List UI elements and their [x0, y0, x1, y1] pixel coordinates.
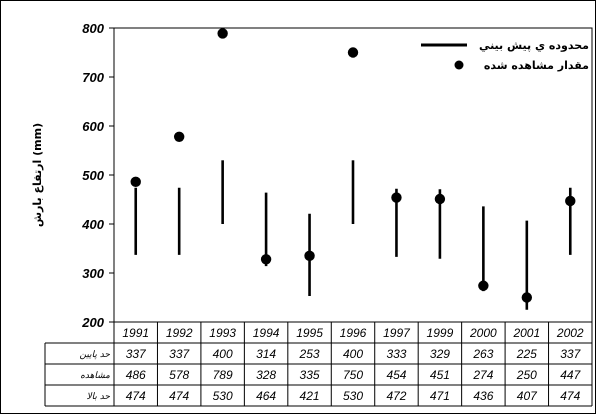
- table-cell: 474: [126, 389, 146, 403]
- table-cell: 253: [299, 347, 320, 361]
- y-tick-label: 500: [82, 168, 104, 183]
- x-tick-label: 1994: [253, 326, 280, 340]
- table-cell: 337: [126, 347, 147, 361]
- observed-point: [521, 292, 533, 303]
- x-tick-label: 2002: [556, 326, 584, 340]
- x-tick-label: 1999: [427, 326, 454, 340]
- table-cell: 337: [169, 347, 190, 361]
- observed-point: [260, 254, 272, 265]
- table-cell: 486: [126, 368, 146, 382]
- table-cell: 328: [256, 368, 276, 382]
- legend-range-label: محدوده ي پيش بيني: [479, 39, 589, 52]
- table-cell: 314: [256, 347, 276, 361]
- table-cell: 451: [430, 368, 450, 382]
- legend-box: [419, 37, 590, 75]
- legend-point-label: مقدار مشاهده شده: [484, 59, 589, 72]
- observed-point: [478, 280, 489, 291]
- observed-point: [391, 192, 402, 203]
- table-cell: 250: [516, 368, 537, 382]
- x-tick-label: 2001: [512, 326, 540, 340]
- observed-point: [130, 176, 141, 188]
- x-tick-label: 1992: [166, 326, 193, 340]
- table-cell: 471: [430, 389, 450, 403]
- table-cell: 530: [213, 389, 233, 403]
- table-cell: 333: [386, 347, 406, 361]
- table-cell: 421: [300, 389, 320, 403]
- table-cell: 472: [386, 389, 406, 403]
- table-row-label: حد بالا: [86, 392, 110, 402]
- x-tick-label: 1991: [122, 326, 149, 340]
- table-cell: 225: [516, 347, 537, 361]
- table-cell: 337: [560, 347, 581, 361]
- table-cell: 436: [473, 389, 493, 403]
- observed-point: [434, 193, 446, 205]
- observed-point: [217, 28, 228, 39]
- x-tick-label: 2000: [469, 326, 497, 340]
- table-row-label: حد پايين: [80, 350, 111, 360]
- table-cell: 335: [300, 368, 320, 382]
- y-tick-label: 700: [82, 70, 104, 85]
- table-cell: 578: [169, 368, 189, 382]
- y-tick-label: 300: [82, 266, 104, 281]
- table-cell: 750: [343, 368, 363, 382]
- table-cell: 789: [213, 368, 233, 382]
- x-tick-label: 1995: [296, 326, 323, 340]
- y-tick-label: 200: [81, 315, 104, 330]
- table-cell: 400: [343, 347, 363, 361]
- observed-point: [304, 250, 315, 262]
- table-cell: 400: [213, 347, 233, 361]
- table-row-label: مشاهده: [80, 371, 110, 381]
- x-tick-label: 1997: [383, 326, 411, 340]
- table-cell: 407: [517, 389, 538, 403]
- legend-point-swatch: [454, 60, 464, 70]
- y-tick-label: 600: [82, 119, 104, 134]
- table-cell: 263: [472, 347, 493, 361]
- x-tick-label: 1996: [340, 326, 367, 340]
- table-cell: 530: [343, 389, 363, 403]
- y-axis-title: ارتفاع بارش (mm): [31, 123, 44, 227]
- table-cell: 474: [560, 389, 580, 403]
- y-tick-label: 400: [81, 217, 104, 232]
- table-cell: 464: [256, 389, 276, 403]
- x-tick-label: 1993: [209, 326, 236, 340]
- observed-point: [173, 131, 185, 142]
- table-cell: 329: [430, 347, 450, 361]
- observed-point: [347, 47, 359, 58]
- table-cell: 454: [386, 368, 406, 382]
- observed-point: [565, 195, 576, 207]
- table-cell: 447: [560, 368, 581, 382]
- y-tick-label: 800: [82, 21, 104, 36]
- table-cell: 474: [169, 389, 189, 403]
- table-cell: 274: [472, 368, 493, 382]
